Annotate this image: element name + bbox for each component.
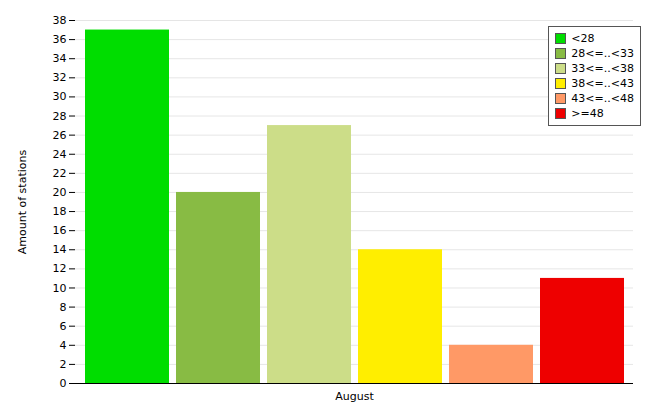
svg-text:38: 38	[53, 14, 67, 27]
svg-text:26: 26	[53, 129, 67, 142]
html-text:33<=..<38: 33<=..<38	[571, 62, 634, 75]
html-text:>=48: >=48	[571, 107, 604, 120]
svg-text:20: 20	[53, 186, 67, 199]
svg-text:0: 0	[60, 377, 67, 390]
svg-text:12: 12	[53, 262, 67, 275]
html-text:<28: <28	[571, 32, 595, 45]
svg-text:August: August	[335, 390, 374, 403]
svg-text:22: 22	[53, 167, 67, 180]
svg-text:28: 28	[53, 110, 67, 123]
svg-text:8: 8	[60, 301, 67, 314]
svg-text:34: 34	[53, 52, 67, 65]
svg-text:4: 4	[60, 339, 67, 352]
svg-text:24: 24	[53, 148, 67, 161]
svg-text:6: 6	[60, 320, 67, 333]
html-text:43<=..<48: 43<=..<48	[571, 92, 634, 105]
svg-text:18: 18	[53, 205, 67, 218]
svg-text:16: 16	[53, 224, 67, 237]
svg-text:10: 10	[53, 281, 67, 294]
html-text:38<=..<43: 38<=..<43	[571, 77, 634, 90]
svg-text:36: 36	[53, 33, 67, 46]
html-text:28<=..<33: 28<=..<33	[571, 47, 634, 60]
svg-text:32: 32	[53, 71, 67, 84]
svg-text:Amount of stations: Amount of stations	[16, 150, 29, 255]
svg-text:14: 14	[53, 243, 67, 256]
svg-text:30: 30	[53, 90, 67, 103]
svg-text:2: 2	[60, 358, 67, 371]
